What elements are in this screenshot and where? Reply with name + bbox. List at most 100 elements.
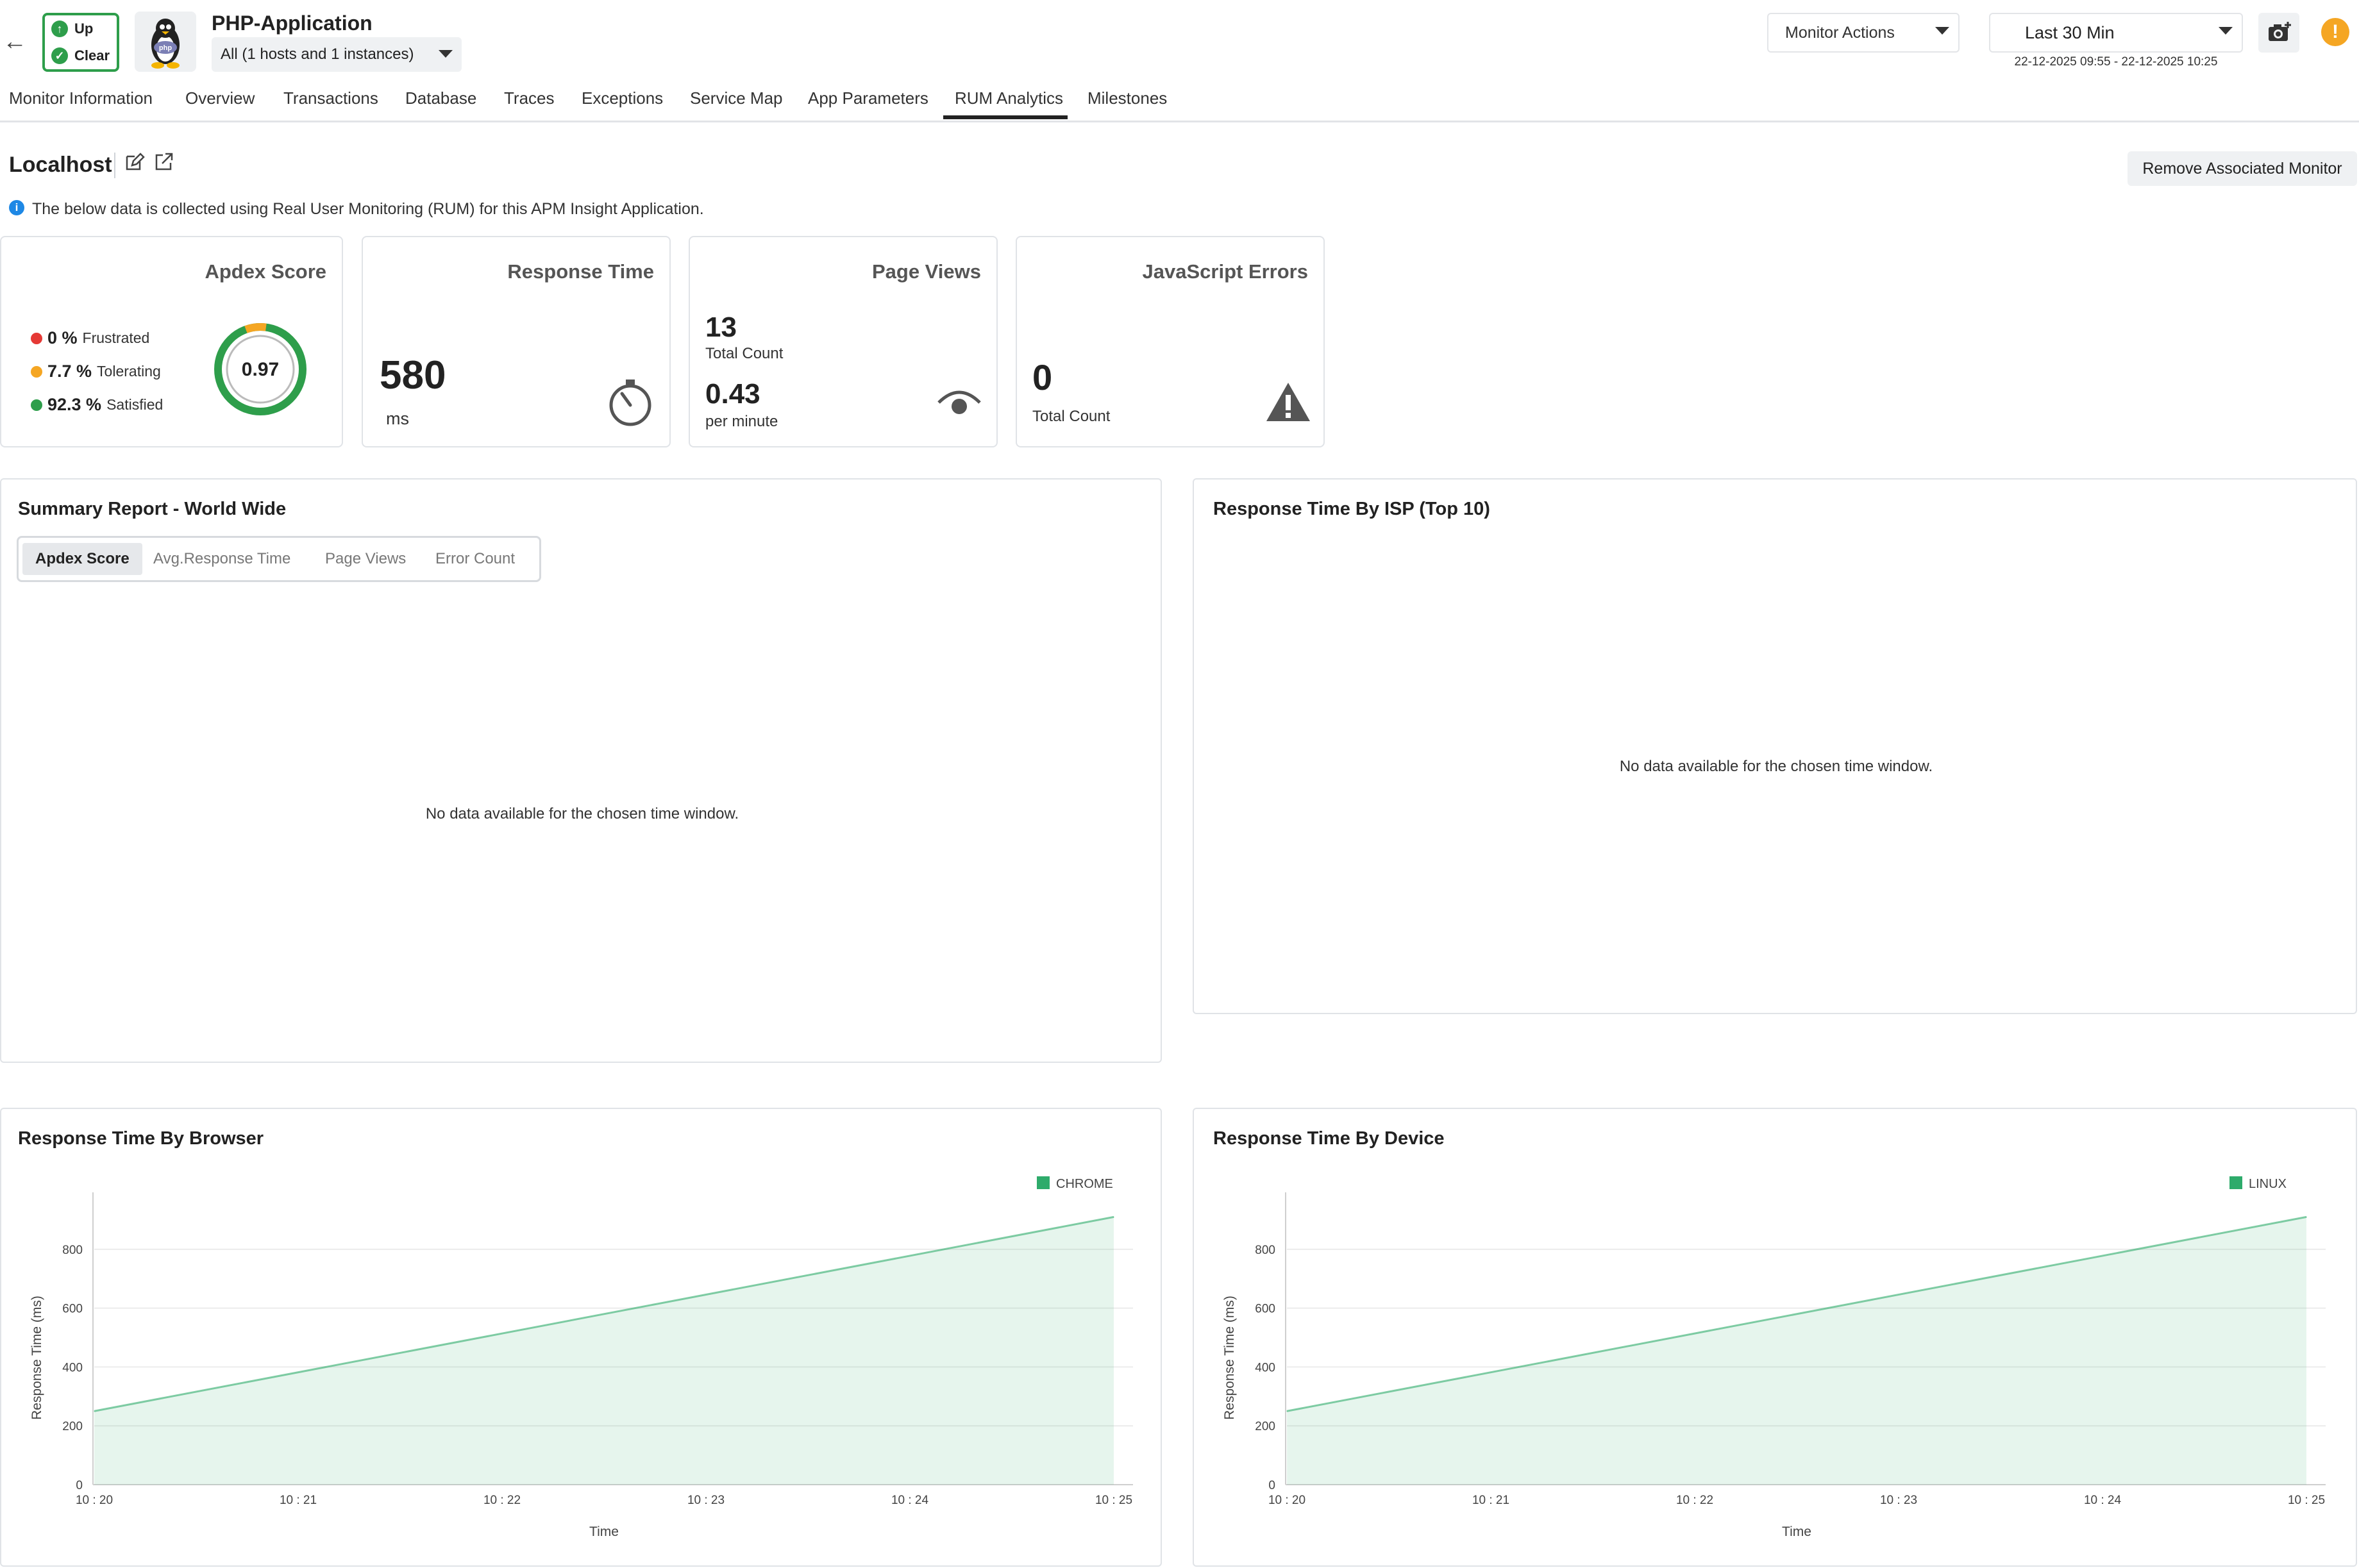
js-errors-total-label: Total Count <box>1032 408 1111 425</box>
apdex-ring-tolerating <box>214 323 306 415</box>
timer-icon <box>609 379 651 426</box>
page-views-rate: 0.43 <box>705 378 760 410</box>
health-status: ✓ Clear <box>51 47 110 64</box>
frustrated-legend: 0 % Frustrated <box>31 328 149 348</box>
page-views-rate-label: per minute <box>705 413 778 430</box>
chevron-down-icon <box>2219 27 2233 35</box>
panel-title: Response Time By Browser <box>18 1128 264 1149</box>
x-tick-label: 10 : 23 <box>687 1494 725 1507</box>
x-tick-label: 10 : 23 <box>1880 1494 1917 1507</box>
series-line <box>94 1215 1114 1412</box>
screenshot-button[interactable] <box>2258 13 2299 53</box>
y-tick-label: 400 <box>1255 1361 1275 1374</box>
host-filter-dropdown[interactable]: All (1 hosts and 1 instances) <box>212 37 462 72</box>
page-views-total-label: Total Count <box>705 345 784 362</box>
tab-error-count[interactable]: Error Count <box>435 550 516 567</box>
apdex-score-value: 0.97 <box>242 359 279 380</box>
status-box[interactable]: ↑ Up ✓ Clear <box>42 13 119 72</box>
x-tick-label: 10 : 24 <box>2084 1494 2122 1507</box>
y-tick-label: 0 <box>1268 1479 1275 1492</box>
apdex-score-card: Apdex Score 0 % Frustrated 7.7 % Tolerat… <box>0 236 343 447</box>
card-title: Apdex Score <box>205 260 326 283</box>
green-dot-icon <box>31 399 42 411</box>
check-icon: ✓ <box>51 47 68 64</box>
y-tick-label: 200 <box>62 1420 83 1433</box>
card-title: Response Time <box>507 260 654 283</box>
tab-page-views[interactable]: Page Views <box>325 550 407 567</box>
y-tick-label: 800 <box>1255 1244 1275 1257</box>
page-views-total: 13 <box>705 312 737 343</box>
card-title: JavaScript Errors <box>1142 260 1308 283</box>
chevron-down-icon <box>1935 27 1949 35</box>
time-range-subtitle: 22-12-2025 09:55 - 22-12-2025 10:25 <box>2014 55 2218 69</box>
tolerating-legend: 7.7 % Tolerating <box>31 362 161 381</box>
tab-service-map[interactable]: Service Map <box>690 88 783 108</box>
camera-icon <box>2269 22 2291 41</box>
tab-monitor-information[interactable]: Monitor Information <box>9 88 153 108</box>
tab-overview[interactable]: Overview <box>185 88 255 108</box>
panel-title: Response Time By ISP (Top 10) <box>1213 499 1490 519</box>
tab-traces[interactable]: Traces <box>504 88 555 108</box>
tab-rum-analytics[interactable]: RUM Analytics <box>955 88 1064 108</box>
remove-associated-monitor-button[interactable]: Remove Associated Monitor <box>2128 151 2357 186</box>
summary-metric-switch: Apdex Score Avg.Response Time Page Views… <box>17 536 541 582</box>
response-time-card: Response Time 580 ms <box>362 236 671 447</box>
monitor-actions-dropdown[interactable]: Monitor Actions <box>1767 13 1960 53</box>
arrow-left-icon: ← <box>3 28 27 55</box>
back-button[interactable]: ← <box>3 27 27 56</box>
javascript-errors-card: JavaScript Errors 0 Total Count <box>1016 236 1325 447</box>
x-tick-label: 10 : 24 <box>891 1494 929 1507</box>
series-line <box>1286 1215 2307 1412</box>
alert-icon[interactable]: ! <box>2321 18 2349 46</box>
x-tick-label: 10 : 21 <box>280 1494 317 1507</box>
edit-icon[interactable] <box>123 151 145 173</box>
isp-response-panel: Response Time By ISP (Top 10) No data av… <box>1193 478 2357 1014</box>
tab-avg-response-time[interactable]: Avg.Response Time <box>153 550 291 567</box>
y-tick-label: 400 <box>62 1361 83 1374</box>
tab-database[interactable]: Database <box>405 88 477 108</box>
x-axis-title: Time <box>1782 1524 1811 1539</box>
rum-info-text: The below data is collected using Real U… <box>32 200 704 218</box>
external-link-icon[interactable] <box>153 151 174 173</box>
x-tick-label: 10 : 22 <box>1676 1494 1713 1507</box>
no-data-message: No data available for the chosen time wi… <box>425 805 739 822</box>
apdex-gauge: 0.97 <box>214 323 306 415</box>
svg-text:php: php <box>159 44 172 52</box>
legend-swatch <box>1037 1176 1050 1189</box>
tab-app-parameters[interactable]: App Parameters <box>808 88 928 108</box>
y-axis-title: Response Time (ms) <box>1222 1296 1237 1420</box>
php-linux-penguin-icon: php <box>135 12 196 72</box>
monitor-name: Localhost <box>9 153 112 177</box>
y-tick-label: 600 <box>62 1303 83 1316</box>
eye-icon <box>937 390 981 414</box>
tab-bar: Monitor Information Overview Transaction… <box>0 81 2359 122</box>
satisfied-legend: 92.3 % Satisfied <box>31 395 163 415</box>
arrow-up-icon: ↑ <box>51 21 68 37</box>
tab-milestones[interactable]: Milestones <box>1087 88 1168 108</box>
y-axis-title: Response Time (ms) <box>29 1296 44 1420</box>
tab-apdex-score[interactable]: Apdex Score <box>22 543 142 575</box>
orange-dot-icon <box>31 365 42 378</box>
panel-title: Summary Report - World Wide <box>18 499 287 519</box>
panel-title: Response Time By Device <box>1213 1128 1445 1149</box>
x-tick-label: 10 : 21 <box>1472 1494 1509 1507</box>
legend-label: LINUX <box>2249 1177 2287 1191</box>
tab-exceptions[interactable]: Exceptions <box>582 88 664 108</box>
time-range-dropdown[interactable]: Last 30 Min <box>1989 13 2243 53</box>
response-time-unit: ms <box>386 409 409 428</box>
active-tab-indicator <box>943 115 1068 119</box>
info-icon: i <box>9 200 24 215</box>
no-data-message: No data available for the chosen time wi… <box>1619 758 1933 775</box>
data-point <box>94 1410 95 1412</box>
warning-icon <box>1266 383 1310 421</box>
x-tick-label: 10 : 20 <box>76 1494 113 1507</box>
x-axis-title: Time <box>589 1524 619 1539</box>
tab-transactions[interactable]: Transactions <box>283 88 378 108</box>
red-dot-icon <box>31 332 42 344</box>
x-tick-label: 10 : 25 <box>1095 1494 1132 1507</box>
card-title: Page Views <box>871 260 981 283</box>
chevron-down-icon <box>439 50 453 58</box>
area-fill <box>1287 1217 2306 1485</box>
x-tick-label: 10 : 25 <box>2288 1494 2325 1507</box>
y-tick-label: 600 <box>1255 1303 1275 1316</box>
